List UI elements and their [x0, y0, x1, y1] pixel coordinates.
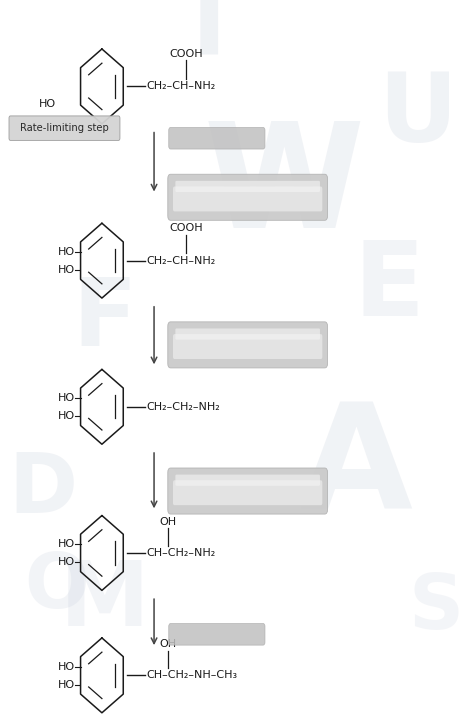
Text: OH: OH: [160, 639, 177, 649]
Text: HO: HO: [58, 662, 75, 672]
Text: Rate-limiting step: Rate-limiting step: [20, 123, 109, 133]
Text: HO: HO: [58, 680, 75, 690]
Text: F: F: [72, 274, 137, 366]
Text: D: D: [8, 449, 77, 530]
Text: COOH: COOH: [170, 223, 203, 233]
Text: W: W: [204, 117, 365, 258]
FancyBboxPatch shape: [175, 328, 320, 340]
FancyBboxPatch shape: [175, 181, 320, 192]
Text: CH–CH₂–NH–CH₃: CH–CH₂–NH–CH₃: [146, 670, 237, 680]
FancyBboxPatch shape: [173, 480, 322, 505]
Text: CH₂–CH–NH₂: CH₂–CH–NH₂: [146, 81, 216, 91]
FancyBboxPatch shape: [168, 174, 328, 220]
FancyBboxPatch shape: [169, 127, 265, 149]
Text: M: M: [59, 557, 149, 645]
FancyBboxPatch shape: [175, 474, 320, 486]
Text: S: S: [409, 572, 464, 645]
Text: A: A: [299, 397, 412, 539]
Text: CH–CH₂–NH₂: CH–CH₂–NH₂: [146, 548, 216, 558]
Text: HO: HO: [58, 393, 75, 403]
Text: HO: HO: [58, 247, 75, 257]
Text: T: T: [176, 0, 241, 75]
Text: HO: HO: [58, 265, 75, 275]
Text: HO: HO: [39, 99, 56, 109]
Text: CH₂–CH₂–NH₂: CH₂–CH₂–NH₂: [146, 402, 220, 412]
FancyBboxPatch shape: [168, 322, 328, 368]
Text: COOH: COOH: [170, 49, 203, 59]
Text: O: O: [25, 550, 89, 624]
FancyBboxPatch shape: [168, 468, 328, 514]
FancyBboxPatch shape: [173, 334, 322, 359]
Text: OH: OH: [160, 517, 177, 527]
Text: HO: HO: [58, 557, 75, 567]
Text: HO: HO: [58, 539, 75, 549]
FancyBboxPatch shape: [9, 116, 120, 140]
Text: E: E: [353, 238, 424, 338]
FancyBboxPatch shape: [169, 624, 265, 645]
Text: CH₂–CH–NH₂: CH₂–CH–NH₂: [146, 256, 216, 266]
Text: HO: HO: [58, 411, 75, 421]
FancyBboxPatch shape: [173, 186, 322, 212]
Text: U: U: [378, 68, 456, 162]
